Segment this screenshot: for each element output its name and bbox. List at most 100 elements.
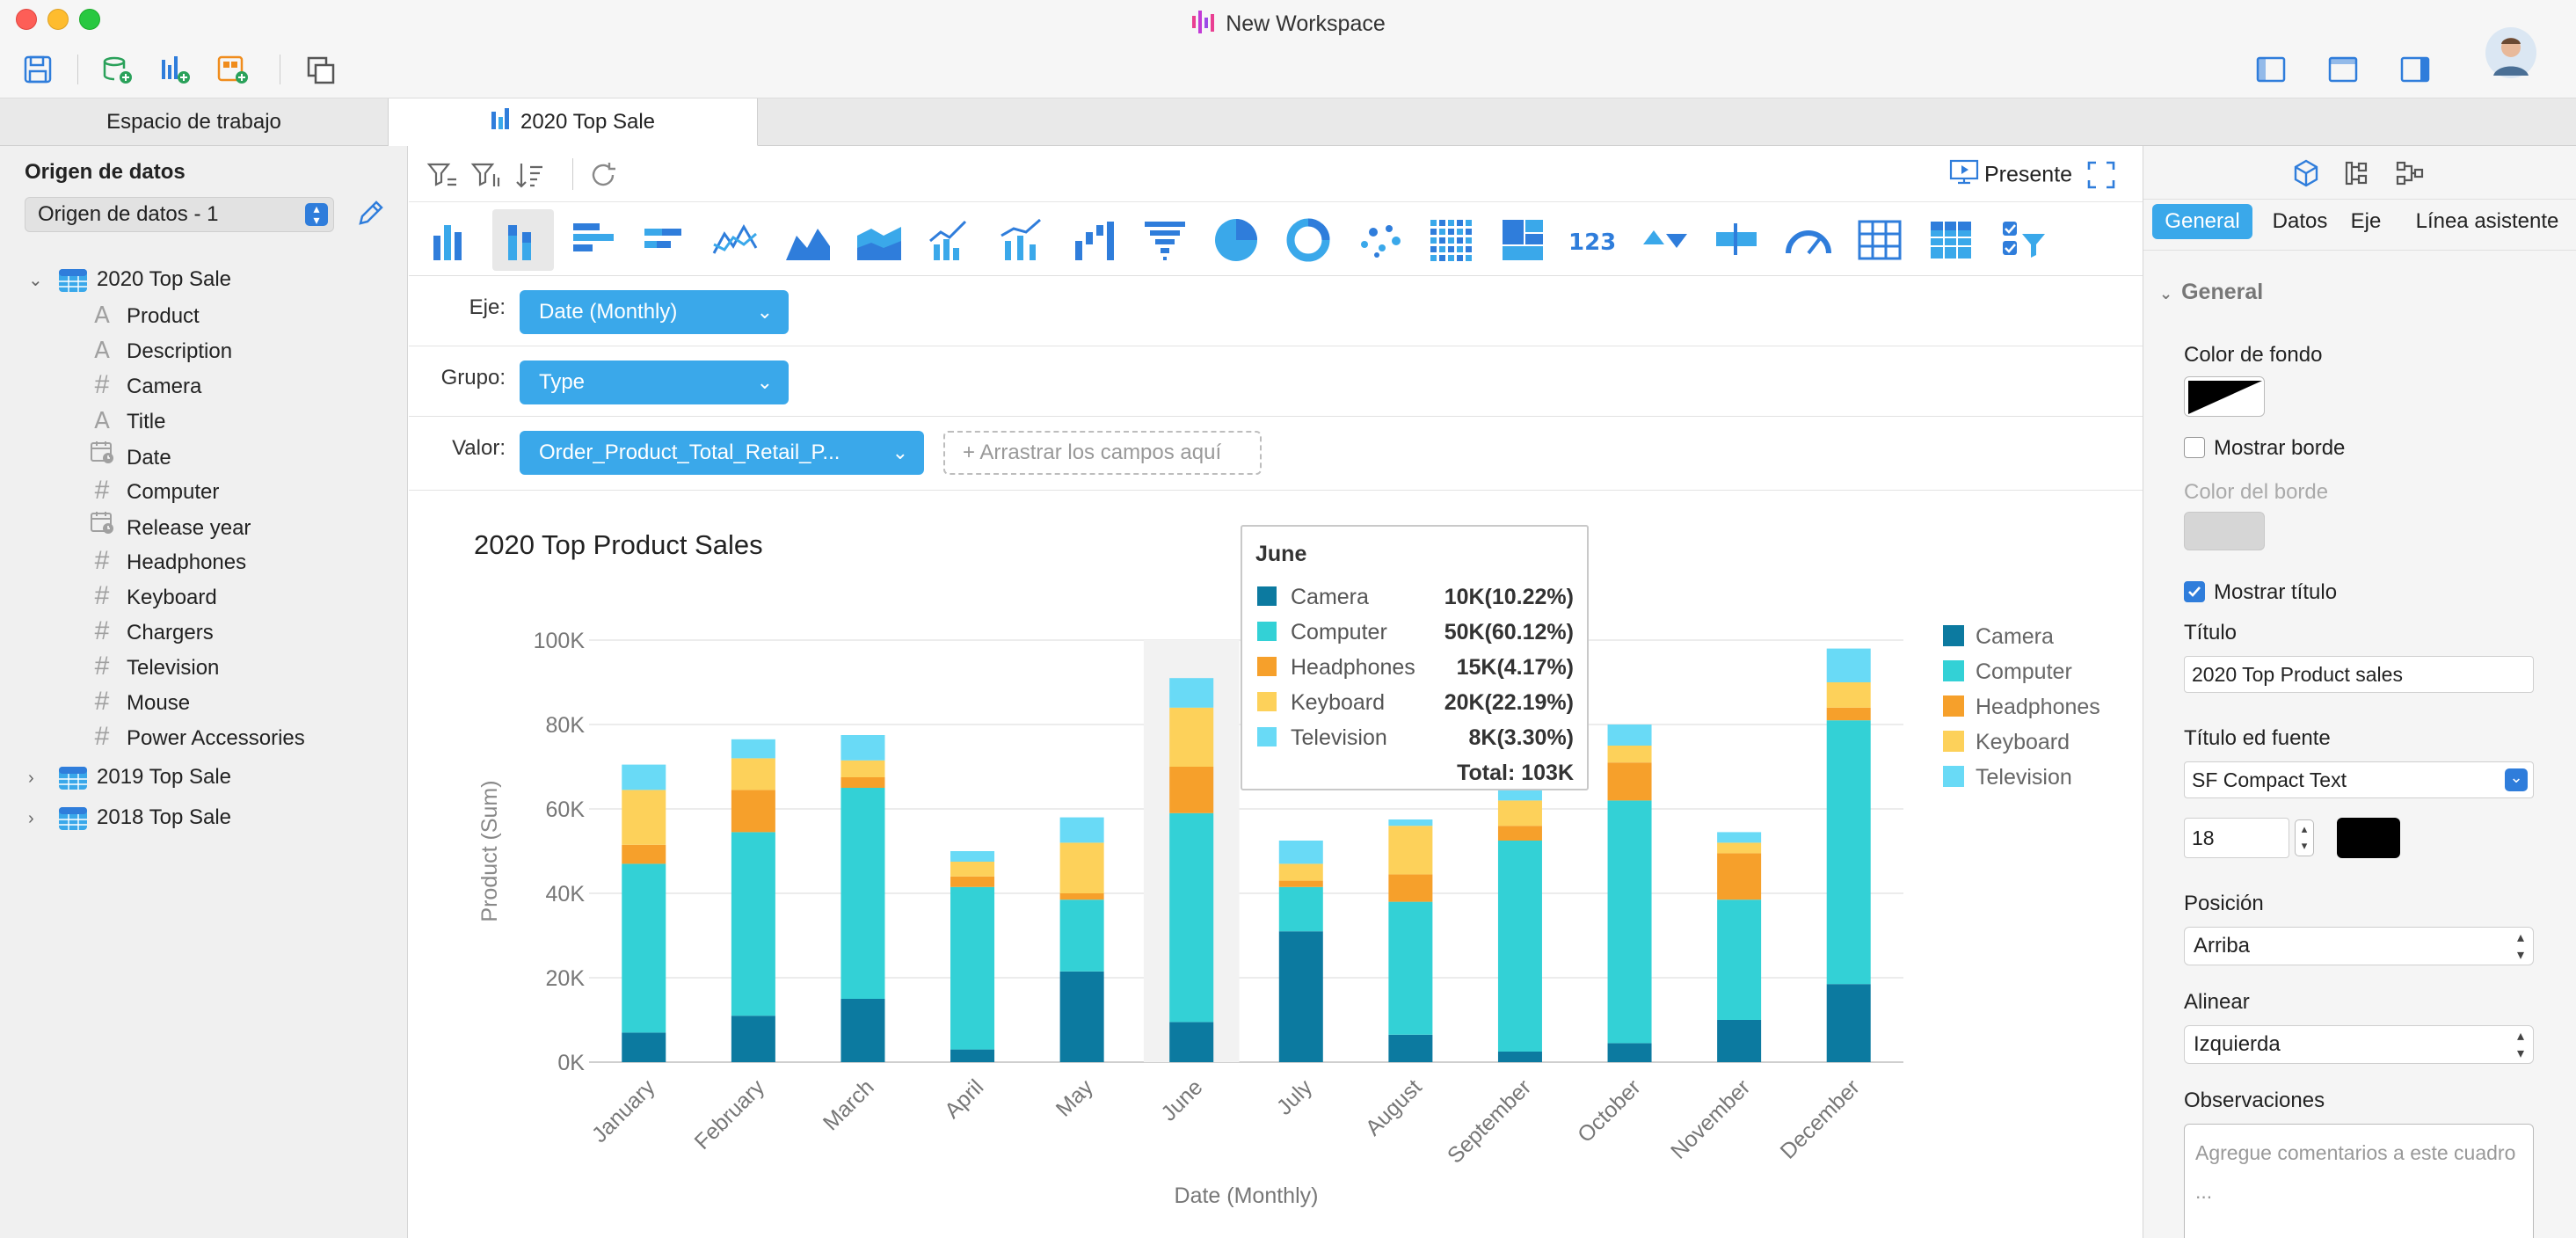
show-border-checkbox[interactable]: Mostrar borde bbox=[2184, 436, 2345, 461]
trend-arrows-icon[interactable] bbox=[1636, 209, 1698, 271]
font-family-select[interactable]: SF Compact Text ⌄ bbox=[2184, 761, 2534, 798]
field-item[interactable]: A Product bbox=[90, 299, 200, 331]
axis-dropdown[interactable]: Date (Monthly) ⌄ bbox=[520, 290, 789, 334]
x-tick-label: October bbox=[1573, 1074, 1646, 1147]
field-item[interactable]: # Chargers bbox=[90, 615, 214, 647]
value-dropdown[interactable]: Order_Product_Total_Retail_P... ⌄ bbox=[520, 431, 924, 475]
field-item[interactable]: Date bbox=[90, 440, 171, 471]
tab-workspace[interactable]: Espacio de trabajo bbox=[0, 98, 389, 146]
scatter-icon[interactable] bbox=[1350, 209, 1412, 271]
line-bar-combo-icon[interactable] bbox=[921, 209, 983, 271]
duplicate-icon[interactable] bbox=[302, 51, 339, 88]
legend-label: Keyboard bbox=[1976, 730, 2070, 754]
stacked-bar-icon[interactable] bbox=[492, 209, 555, 271]
horizontal-bar-icon[interactable] bbox=[564, 209, 626, 271]
data-source-select[interactable]: Origen de datos - 1 ▴ ▾ bbox=[25, 197, 334, 232]
hierarchy-icon[interactable] bbox=[2344, 158, 2374, 193]
table-icon[interactable] bbox=[1851, 209, 1912, 271]
data-source-select-value: Origen de datos - 1 bbox=[38, 202, 219, 226]
chevron-right-icon[interactable]: › bbox=[28, 768, 34, 788]
filter-icon[interactable] bbox=[426, 160, 458, 194]
pivot-table-icon[interactable] bbox=[1922, 209, 1983, 271]
bg-color-swatch[interactable] bbox=[2184, 376, 2265, 417]
toggle-top-panel-icon[interactable] bbox=[2325, 51, 2361, 88]
toggle-left-panel-icon[interactable] bbox=[2252, 51, 2289, 88]
field-item[interactable]: # Keyboard bbox=[90, 580, 217, 612]
chevron-down-icon: ⌄ bbox=[756, 371, 773, 393]
combo-chart-icon[interactable] bbox=[993, 209, 1054, 271]
present-button[interactable]: Presente bbox=[1949, 158, 2072, 193]
bar-segment-computer bbox=[840, 788, 885, 999]
font-size-input[interactable]: 18 bbox=[2184, 818, 2289, 858]
bar-segment-computer bbox=[1388, 901, 1433, 1035]
bar-segment-computer bbox=[1169, 812, 1214, 1023]
field-item[interactable]: A Description bbox=[90, 334, 232, 366]
sort-icon[interactable] bbox=[514, 160, 546, 194]
notes-textarea[interactable]: Agregue comentarios a este cuadro ... bbox=[2184, 1124, 2534, 1238]
font-size-stepper[interactable]: ▴ ▾ bbox=[2295, 819, 2314, 856]
add-widget-icon[interactable] bbox=[215, 51, 251, 88]
app-logo-icon bbox=[1190, 9, 1217, 41]
gauge-icon[interactable] bbox=[1779, 209, 1841, 271]
group-dropdown[interactable]: Type ⌄ bbox=[520, 360, 789, 404]
line-chart-icon[interactable] bbox=[707, 209, 768, 271]
refresh-icon[interactable] bbox=[588, 160, 620, 194]
field-item[interactable]: # Mouse bbox=[90, 686, 190, 717]
add-datasource-icon[interactable] bbox=[98, 51, 135, 88]
area-chart-icon[interactable] bbox=[779, 209, 840, 271]
general-section-header[interactable]: ⌄ General bbox=[2159, 280, 2263, 305]
field-drop-zone[interactable]: + Arrastrar los campos aquí bbox=[943, 431, 1262, 475]
link-structure-icon[interactable] bbox=[2395, 158, 2425, 193]
tab-linea-asistente[interactable]: Línea asistente bbox=[2405, 204, 2569, 239]
kpi-number-icon[interactable]: 123 bbox=[1565, 209, 1626, 271]
tab-datos[interactable]: Datos bbox=[2263, 204, 2337, 239]
toggle-right-panel-icon[interactable] bbox=[2397, 51, 2434, 88]
bar-chart-icon[interactable] bbox=[421, 209, 483, 271]
tree-node-2019-top-sale[interactable]: › 2019 Top Sale bbox=[28, 761, 231, 793]
chevron-down-icon[interactable]: ⌄ bbox=[28, 271, 43, 290]
stacked-area-icon[interactable] bbox=[850, 209, 912, 271]
bullet-chart-icon[interactable] bbox=[1707, 209, 1769, 271]
tab-2020-top-sale[interactable]: 2020 Top Sale bbox=[389, 98, 758, 146]
cube-icon[interactable] bbox=[2291, 158, 2321, 193]
align-select[interactable]: Izquierda ▴ ▾ bbox=[2184, 1025, 2534, 1064]
field-item[interactable]: # Camera bbox=[90, 369, 202, 401]
field-item[interactable]: # Television bbox=[90, 651, 220, 682]
save-icon[interactable] bbox=[19, 51, 56, 88]
user-avatar[interactable] bbox=[2485, 26, 2537, 79]
tab-eje[interactable]: Eje bbox=[2342, 204, 2390, 239]
legend-label: Headphones bbox=[1976, 695, 2100, 719]
pie-chart-icon[interactable] bbox=[1207, 209, 1269, 271]
waterfall-icon[interactable] bbox=[1065, 209, 1126, 271]
close-window-button[interactable] bbox=[16, 9, 37, 30]
treemap-icon[interactable] bbox=[1494, 209, 1555, 271]
field-item[interactable]: # Power Accessories bbox=[90, 721, 305, 753]
tree-node-2018-top-sale[interactable]: › 2018 Top Sale bbox=[28, 802, 231, 834]
heatmap-icon[interactable] bbox=[1422, 209, 1483, 271]
bar-chart-icon bbox=[491, 99, 510, 147]
minimize-window-button[interactable] bbox=[47, 9, 69, 30]
field-item[interactable]: # Headphones bbox=[90, 545, 246, 577]
zoom-window-button[interactable] bbox=[79, 9, 100, 30]
tab-general[interactable]: General bbox=[2152, 204, 2252, 239]
stacked-horizontal-bar-icon[interactable] bbox=[636, 209, 697, 271]
fullscreen-icon[interactable] bbox=[2086, 160, 2116, 194]
bar-segment-keyboard bbox=[950, 862, 995, 877]
filter-rule-icon[interactable] bbox=[470, 160, 502, 194]
checkbox-filter-icon[interactable] bbox=[1994, 209, 2056, 271]
worksheet-icon bbox=[58, 806, 88, 831]
title-input[interactable]: 2020 Top Product sales bbox=[2184, 656, 2534, 693]
edit-pencil-icon[interactable] bbox=[355, 199, 385, 233]
chevron-right-icon[interactable]: › bbox=[28, 809, 34, 828]
donut-chart-icon[interactable] bbox=[1279, 209, 1341, 271]
bar-segment-keyboard bbox=[1169, 707, 1214, 767]
position-select[interactable]: Arriba ▴ ▾ bbox=[2184, 927, 2534, 965]
font-color-swatch[interactable] bbox=[2337, 818, 2400, 858]
field-item[interactable]: Release year bbox=[90, 510, 251, 542]
field-item[interactable]: A Title bbox=[90, 404, 165, 436]
field-item[interactable]: # Computer bbox=[90, 475, 220, 506]
tree-node-2020-top-sale[interactable]: ⌄ 2020 Top Sale bbox=[28, 264, 231, 295]
show-title-checkbox[interactable]: Mostrar título bbox=[2184, 580, 2337, 605]
funnel-icon[interactable] bbox=[1136, 209, 1197, 271]
add-chart-icon[interactable] bbox=[156, 51, 193, 88]
